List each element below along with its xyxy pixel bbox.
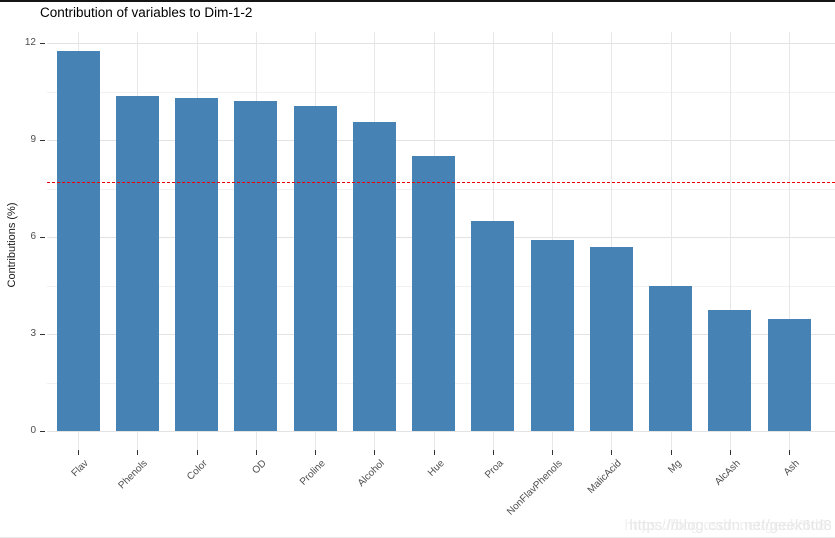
- x-tick-mark: [552, 450, 553, 455]
- gridline-major-x: [670, 32, 672, 450]
- y-tick-label: 6: [30, 230, 36, 242]
- gridline-major-x: [729, 32, 731, 450]
- gridline-minor-y: [47, 91, 835, 93]
- y-tick-mark: [40, 237, 45, 238]
- y-tick-mark: [40, 140, 45, 141]
- chart-title: Contribution of variables to Dim-1-2: [40, 5, 253, 20]
- bar: [471, 220, 515, 431]
- x-tick-mark: [315, 450, 316, 455]
- bar: [589, 246, 633, 431]
- bar: [412, 156, 455, 431]
- y-tick-mark: [40, 334, 45, 335]
- x-tick-mark: [137, 450, 139, 455]
- bar: [115, 96, 159, 431]
- x-tick-mark: [433, 450, 435, 455]
- bar: [767, 319, 811, 431]
- x-tick-mark: [492, 450, 494, 455]
- x-tick-mark: [611, 450, 613, 455]
- bar: [293, 106, 337, 431]
- y-axis-title: Contributions (%): [6, 202, 18, 288]
- bar: [530, 239, 574, 431]
- gridline-major-x: [789, 32, 790, 450]
- window-top-border: [0, 0, 835, 2]
- gridline-major-y: [47, 140, 835, 141]
- x-tick-mark: [789, 450, 790, 455]
- x-tick-mark: [78, 450, 79, 455]
- x-tick-mark: [196, 450, 198, 455]
- reference-line: [47, 182, 835, 184]
- y-tick-mark: [40, 43, 45, 44]
- watermark-text-shadow: https://blog.csdn.net/geek6td8: [624, 518, 827, 534]
- gridline-major-y: [47, 431, 835, 432]
- x-tick-mark: [729, 450, 731, 455]
- bar: [708, 310, 752, 431]
- bar: [175, 97, 218, 431]
- y-tick-mark: [40, 431, 45, 432]
- gridline-major-x: [611, 32, 613, 450]
- x-tick-mark: [670, 450, 672, 455]
- watermark-text: https://blog.csdn.net/geek6td8: [629, 518, 832, 534]
- bar: [352, 121, 396, 431]
- plot-panel: [47, 32, 835, 450]
- y-tick-label: 0: [30, 424, 36, 436]
- gridline-major-y: [47, 43, 835, 44]
- bar: [649, 286, 692, 431]
- y-tick-label: 9: [30, 133, 36, 145]
- bar: [56, 51, 100, 431]
- y-tick-label: 12: [24, 36, 36, 48]
- x-tick-mark: [374, 450, 376, 455]
- bar: [234, 100, 278, 431]
- y-tick-label: 3: [30, 327, 36, 339]
- x-tick-mark: [255, 450, 257, 455]
